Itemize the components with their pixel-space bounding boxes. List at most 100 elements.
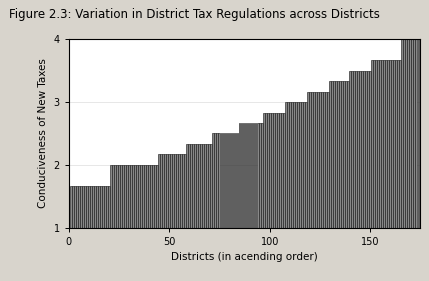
Bar — [202, 144, 204, 228]
Bar — [396, 60, 397, 228]
Bar — [148, 165, 150, 228]
Bar — [321, 92, 323, 228]
Bar — [315, 92, 317, 228]
Bar — [200, 144, 202, 228]
Bar — [230, 133, 233, 228]
Bar — [353, 71, 355, 228]
Bar — [375, 60, 377, 228]
Bar — [271, 113, 272, 228]
Bar — [214, 133, 216, 228]
Bar — [176, 154, 178, 228]
Text: Figure 2.3: Variation in District Tax Regulations across Districts: Figure 2.3: Variation in District Tax Re… — [9, 8, 380, 21]
Bar — [198, 144, 200, 228]
Bar — [190, 144, 192, 228]
Y-axis label: Conduciveness of New Taxes: Conduciveness of New Taxes — [38, 58, 48, 209]
Bar — [90, 186, 92, 228]
Bar — [188, 144, 190, 228]
Bar — [265, 113, 266, 228]
Bar — [331, 81, 333, 228]
Bar — [94, 186, 96, 228]
Bar — [162, 154, 164, 228]
Bar — [341, 81, 343, 228]
Bar — [405, 39, 407, 228]
Bar — [132, 165, 134, 228]
Bar — [257, 123, 259, 228]
Bar — [291, 102, 293, 228]
Bar — [110, 165, 112, 228]
Bar — [329, 81, 331, 228]
Bar — [283, 113, 284, 228]
Bar — [273, 113, 275, 228]
Bar — [337, 81, 339, 228]
Bar — [351, 71, 353, 228]
Bar — [158, 154, 160, 228]
Bar — [114, 165, 116, 228]
Bar — [373, 60, 375, 228]
Bar — [70, 186, 72, 228]
Bar — [98, 186, 100, 228]
Bar — [289, 102, 291, 228]
Bar — [391, 60, 393, 228]
Bar — [72, 186, 73, 228]
Bar — [235, 133, 236, 228]
Bar — [303, 102, 305, 228]
Bar — [174, 154, 176, 228]
Bar — [279, 113, 281, 228]
Bar — [106, 186, 108, 228]
Bar — [221, 133, 222, 228]
Bar — [399, 60, 401, 228]
Bar — [116, 165, 118, 228]
Bar — [223, 133, 224, 228]
Bar — [385, 60, 387, 228]
Bar — [345, 81, 347, 228]
Bar — [74, 186, 76, 228]
Bar — [363, 71, 365, 228]
Bar — [371, 60, 373, 228]
Bar — [381, 60, 383, 228]
Bar — [387, 60, 389, 228]
Bar — [365, 71, 367, 228]
Bar — [285, 102, 287, 228]
Bar — [166, 154, 168, 228]
Bar — [417, 39, 419, 228]
Bar — [245, 123, 246, 228]
Bar — [104, 186, 106, 228]
Bar — [393, 60, 395, 228]
Bar — [205, 144, 206, 228]
Bar — [124, 165, 126, 228]
Bar — [390, 60, 391, 228]
Bar — [178, 154, 180, 228]
Bar — [339, 81, 341, 228]
Bar — [347, 81, 349, 228]
Bar — [144, 165, 146, 228]
Bar — [253, 123, 254, 228]
Bar — [377, 60, 379, 228]
Bar — [233, 133, 234, 228]
Bar — [384, 60, 385, 228]
Bar — [408, 39, 409, 228]
Bar — [88, 186, 90, 228]
Bar — [229, 133, 230, 228]
Bar — [186, 144, 188, 228]
Bar — [86, 186, 88, 228]
Bar — [287, 102, 289, 228]
Bar — [361, 71, 363, 228]
Bar — [313, 92, 315, 228]
X-axis label: Districts (in acending order): Districts (in acending order) — [171, 252, 318, 262]
Bar — [152, 165, 154, 228]
Bar — [343, 81, 345, 228]
Bar — [84, 186, 86, 228]
Bar — [295, 102, 297, 228]
Bar — [212, 133, 214, 228]
Bar — [355, 71, 357, 228]
Bar — [301, 102, 303, 228]
Bar — [349, 71, 351, 228]
Bar — [359, 71, 361, 228]
Bar — [379, 60, 381, 228]
Bar — [402, 39, 403, 228]
Bar — [293, 102, 295, 228]
Bar — [128, 165, 130, 228]
Bar — [319, 92, 321, 228]
Bar — [140, 165, 142, 228]
Bar — [130, 165, 132, 228]
